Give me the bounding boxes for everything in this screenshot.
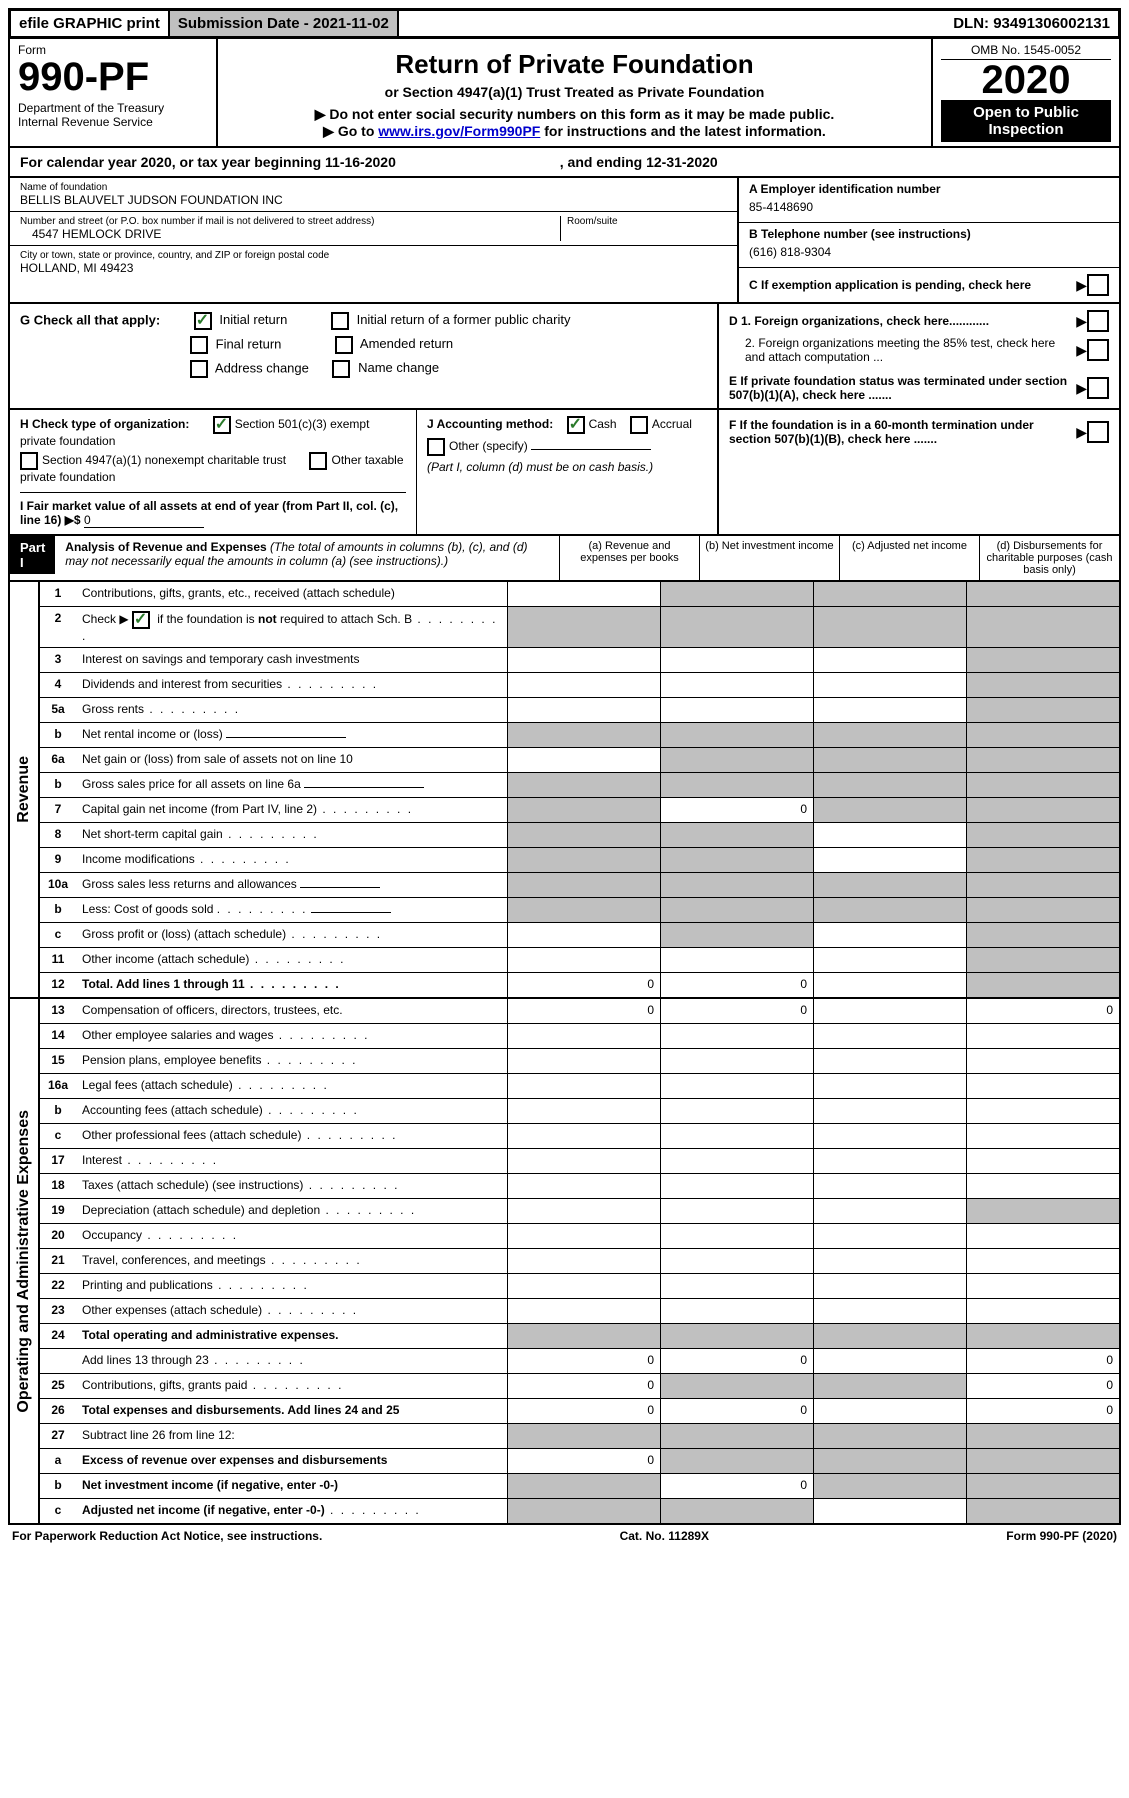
col-a-header: (a) Revenue and expenses per books bbox=[559, 536, 699, 580]
dept-label: Department of the Treasury bbox=[18, 101, 208, 115]
city-label: City or town, state or province, country… bbox=[20, 250, 727, 261]
form-number: 990-PF bbox=[18, 57, 208, 97]
tax-year-row: For calendar year 2020, or tax year begi… bbox=[8, 148, 1121, 178]
schb-checkbox[interactable] bbox=[132, 611, 150, 629]
d1-checkbox[interactable] bbox=[1087, 310, 1109, 332]
efile-label: efile GRAPHIC print bbox=[11, 11, 170, 36]
final-return-checkbox[interactable] bbox=[190, 336, 208, 354]
ein: 85-4148690 bbox=[749, 196, 1109, 218]
accrual-checkbox[interactable] bbox=[630, 416, 648, 434]
form-mid: Return of Private Foundation or Section … bbox=[218, 39, 933, 146]
form-subtitle: or Section 4947(a)(1) Trust Treated as P… bbox=[230, 84, 919, 100]
name-change-checkbox[interactable] bbox=[332, 360, 350, 378]
form-left: Form 990-PF Department of the Treasury I… bbox=[10, 39, 218, 146]
b-label: B Telephone number (see instructions) bbox=[749, 227, 1109, 241]
501c3-checkbox[interactable] bbox=[213, 416, 231, 434]
other-taxable-checkbox[interactable] bbox=[309, 452, 327, 470]
other-method-checkbox[interactable] bbox=[427, 438, 445, 456]
a-label: A Employer identification number bbox=[749, 182, 1109, 196]
paperwork-notice: For Paperwork Reduction Act Notice, see … bbox=[12, 1529, 322, 1543]
top-bar: efile GRAPHIC print Submission Date - 20… bbox=[8, 8, 1121, 39]
form-title: Return of Private Foundation bbox=[230, 49, 919, 80]
revenue-section: Revenue 1Contributions, gifts, grants, e… bbox=[8, 582, 1121, 999]
open-public: Open to Public Inspection bbox=[941, 100, 1111, 142]
expenses-section: Operating and Administrative Expenses 13… bbox=[8, 999, 1121, 1525]
revenue-label: Revenue bbox=[15, 756, 33, 823]
col-c-header: (c) Adjusted net income bbox=[839, 536, 979, 580]
g-label: G Check all that apply: bbox=[20, 312, 160, 327]
cash-checkbox[interactable] bbox=[567, 416, 585, 434]
initial-former-checkbox[interactable] bbox=[331, 312, 349, 330]
footer: For Paperwork Reduction Act Notice, see … bbox=[8, 1525, 1121, 1543]
entity-info: Name of foundation BELLIS BLAUVELT JUDSO… bbox=[8, 178, 1121, 304]
col-b-header: (b) Net investment income bbox=[699, 536, 839, 580]
city-state-zip: HOLLAND, MI 49423 bbox=[20, 261, 727, 275]
hij-block: H Check type of organization: Section 50… bbox=[8, 410, 1121, 536]
c-checkbox[interactable] bbox=[1087, 274, 1109, 296]
cat-no: Cat. No. 11289X bbox=[620, 1529, 709, 1543]
col-d-header: (d) Disbursements for charitable purpose… bbox=[979, 536, 1119, 580]
form-note1: ▶ Do not enter social security numbers o… bbox=[230, 106, 919, 123]
irs-label: Internal Revenue Service bbox=[18, 115, 208, 129]
addr-change-checkbox[interactable] bbox=[190, 360, 208, 378]
c-label: C If exemption application is pending, c… bbox=[749, 278, 1076, 292]
f-checkbox[interactable] bbox=[1087, 421, 1109, 443]
g-d-block: G Check all that apply: Initial return I… bbox=[8, 304, 1121, 410]
form-note2: ▶ Go to www.irs.gov/Form990PF for instru… bbox=[230, 123, 919, 140]
form-ref: Form 990-PF (2020) bbox=[1006, 1529, 1117, 1543]
street-address: 4547 HEMLOCK DRIVE bbox=[20, 227, 560, 241]
form-right: OMB No. 1545-0052 2020 Open to Public In… bbox=[933, 39, 1119, 146]
initial-return-checkbox[interactable] bbox=[194, 312, 212, 330]
amended-checkbox[interactable] bbox=[335, 336, 353, 354]
part1-label: Part I bbox=[10, 536, 55, 574]
fmv-value: 0 bbox=[84, 513, 204, 528]
e-checkbox[interactable] bbox=[1087, 377, 1109, 399]
tax-year: 2020 bbox=[941, 60, 1111, 100]
form-header: Form 990-PF Department of the Treasury I… bbox=[8, 39, 1121, 148]
part1-header: Part I Analysis of Revenue and Expenses … bbox=[8, 536, 1121, 582]
expenses-label: Operating and Administrative Expenses bbox=[15, 1110, 33, 1413]
foundation-name: BELLIS BLAUVELT JUDSON FOUNDATION INC bbox=[20, 193, 727, 207]
room-label: Room/suite bbox=[567, 216, 727, 227]
addr-label: Number and street (or P.O. box number if… bbox=[20, 216, 560, 227]
name-label: Name of foundation bbox=[20, 182, 727, 193]
4947-checkbox[interactable] bbox=[20, 452, 38, 470]
dln: DLN: 93491306002131 bbox=[945, 11, 1118, 36]
d2-checkbox[interactable] bbox=[1087, 339, 1109, 361]
submission-date: Submission Date - 2021-11-02 bbox=[170, 11, 399, 36]
form990pf-link[interactable]: www.irs.gov/Form990PF bbox=[378, 123, 540, 139]
phone: (616) 818-9304 bbox=[749, 241, 1109, 263]
